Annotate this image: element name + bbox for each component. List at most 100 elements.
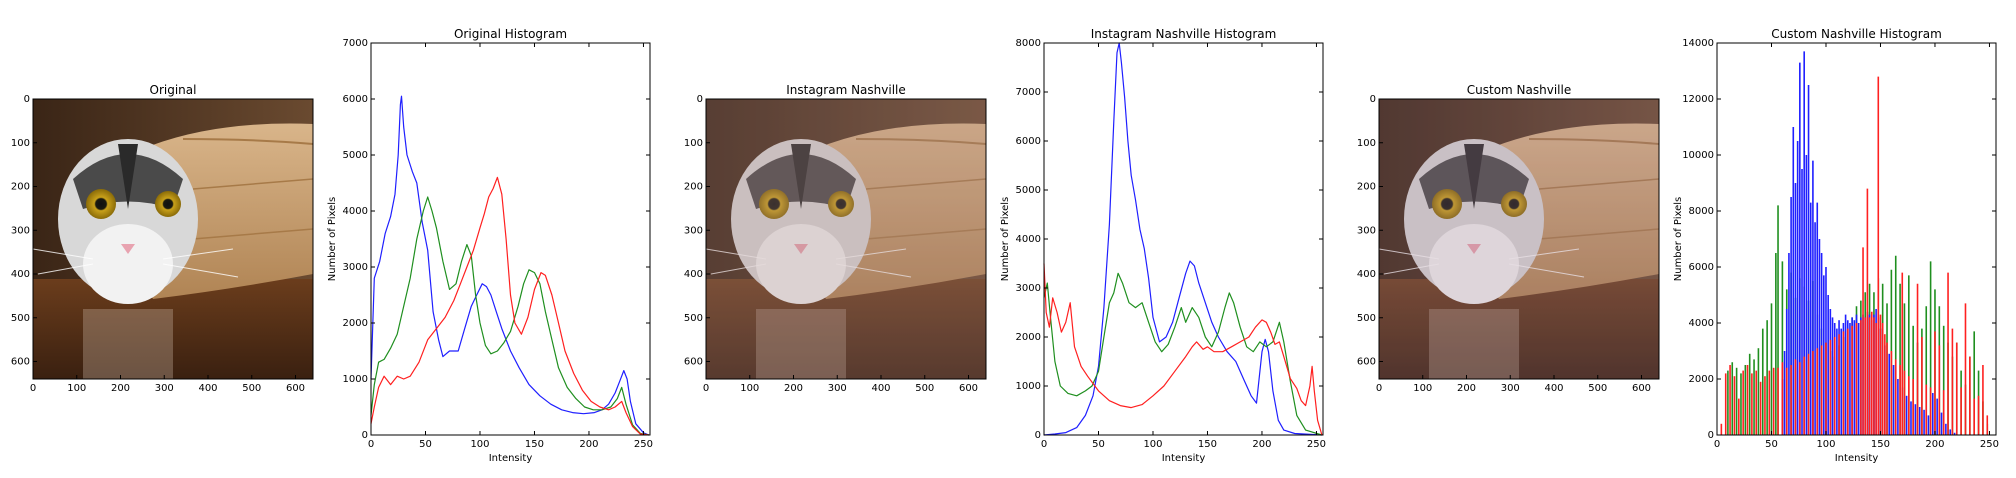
chart-3-x-axis-label: Intensity bbox=[1835, 453, 1879, 464]
chart-2-x-tick-label: 250 bbox=[1307, 439, 1326, 450]
chart-1-x-tick-label: 150 bbox=[525, 439, 544, 450]
chart-3-y-tick-label: 4000 bbox=[1689, 318, 1714, 329]
image-y-tick-label-instagram-nashville: 300 bbox=[684, 225, 703, 236]
image-x-tick-label-original: 200 bbox=[111, 383, 130, 394]
image-y-tick-label-custom-nashville: 0 bbox=[1370, 94, 1376, 105]
image-x-tick-label-instagram-nashville: 0 bbox=[703, 383, 709, 394]
chart-2-x-tick-label: 200 bbox=[1252, 439, 1271, 450]
chart-1-y-tick-label: 1000 bbox=[343, 374, 368, 385]
image-title-instagram-nashville: Instagram Nashville bbox=[786, 83, 906, 97]
chart-2-x-tick-label: 100 bbox=[1143, 439, 1162, 450]
chart-1-y-tick-label: 3000 bbox=[343, 262, 368, 273]
chart-3-y-tick-label: 6000 bbox=[1689, 262, 1714, 273]
chart-1-y-tick-label: 0 bbox=[362, 430, 368, 441]
chart-2-y-tick-label: 6000 bbox=[1016, 136, 1041, 147]
chart-3-y-tick-label: 12000 bbox=[1682, 94, 1714, 105]
image-x-tick-label-custom-nashville: 100 bbox=[1413, 383, 1432, 394]
image-x-tick-label-custom-nashville: 300 bbox=[1501, 383, 1520, 394]
image-x-tick-label-instagram-nashville: 200 bbox=[784, 383, 803, 394]
chart-1-title: Original Histogram bbox=[454, 27, 567, 41]
chart-1-y-tick-label: 4000 bbox=[343, 206, 368, 217]
chart-2-plot-area bbox=[1044, 43, 1323, 435]
chart-1-x-axis-label: Intensity bbox=[489, 453, 533, 464]
chart-1-y-tick-label: 2000 bbox=[343, 318, 368, 329]
image-x-tick-label-original: 600 bbox=[286, 383, 305, 394]
image-x-tick-label-instagram-nashville: 400 bbox=[871, 383, 890, 394]
chart-3-x-tick-label: 250 bbox=[1980, 439, 1999, 450]
chart-1-plot-area bbox=[371, 43, 650, 435]
chart-1-x-tick-label: 250 bbox=[634, 439, 653, 450]
image-y-tick-label-custom-nashville: 400 bbox=[1357, 269, 1376, 280]
chart-3-y-tick-label: 10000 bbox=[1682, 150, 1714, 161]
chart-3-y-tick-label: 0 bbox=[1708, 430, 1714, 441]
image-y-tick-label-original: 600 bbox=[11, 357, 30, 368]
chart-3-y-tick-label: 14000 bbox=[1682, 38, 1714, 49]
chart-3-x-tick-label: 100 bbox=[1816, 439, 1835, 450]
chart-1-x-tick-label: 200 bbox=[579, 439, 598, 450]
image-x-tick-label-original: 100 bbox=[67, 383, 86, 394]
photo-tint-cool-custom-nashville bbox=[1379, 99, 1659, 379]
image-y-tick-label-instagram-nashville: 400 bbox=[684, 269, 703, 280]
image-y-tick-label-original: 100 bbox=[11, 138, 30, 149]
chart-2-y-axis-label: Number of Pixels bbox=[1000, 197, 1011, 282]
chart-2-x-tick-label: 150 bbox=[1198, 439, 1217, 450]
chart-3-x-tick-label: 50 bbox=[1765, 439, 1778, 450]
chart-2-x-axis-label: Intensity bbox=[1162, 453, 1206, 464]
chart-3-y-tick-label: 8000 bbox=[1689, 206, 1714, 217]
chart-2-y-tick-label: 4000 bbox=[1016, 234, 1041, 245]
chart-1-y-tick-label: 6000 bbox=[343, 94, 368, 105]
chart-3-x-tick-label: 200 bbox=[1925, 439, 1944, 450]
chart-2-title: Instagram Nashville Histogram bbox=[1091, 27, 1277, 41]
image-x-tick-label-instagram-nashville: 500 bbox=[915, 383, 934, 394]
chart-3-y-axis-label: Number of Pixels bbox=[1673, 197, 1684, 282]
image-y-tick-label-custom-nashville: 500 bbox=[1357, 313, 1376, 324]
chart-1-x-tick-label: 0 bbox=[368, 439, 374, 450]
chart-2-y-tick-label: 5000 bbox=[1016, 185, 1041, 196]
chart-3-title: Custom Nashville Histogram bbox=[1771, 27, 1942, 41]
chart-1-y-tick-label: 5000 bbox=[343, 150, 368, 161]
image-y-tick-label-custom-nashville: 200 bbox=[1357, 182, 1376, 193]
chart-1-y-tick-label: 7000 bbox=[343, 38, 368, 49]
chart-3-y-tick-label: 2000 bbox=[1689, 374, 1714, 385]
chart-3-x-tick-label: 0 bbox=[1714, 439, 1720, 450]
image-y-tick-label-custom-nashville: 300 bbox=[1357, 225, 1376, 236]
chart-1-x-tick-label: 50 bbox=[419, 439, 432, 450]
image-y-tick-label-custom-nashville: 100 bbox=[1357, 138, 1376, 149]
image-y-tick-label-instagram-nashville: 100 bbox=[684, 138, 703, 149]
image-x-tick-label-original: 0 bbox=[30, 383, 36, 394]
image-x-tick-label-instagram-nashville: 600 bbox=[959, 383, 978, 394]
image-x-tick-label-custom-nashville: 400 bbox=[1544, 383, 1563, 394]
chart-2-y-tick-label: 0 bbox=[1035, 430, 1041, 441]
chart-2-x-tick-label: 50 bbox=[1092, 439, 1105, 450]
chart-2-y-tick-label: 8000 bbox=[1016, 38, 1041, 49]
image-x-tick-label-original: 300 bbox=[155, 383, 174, 394]
image-x-tick-label-custom-nashville: 0 bbox=[1376, 383, 1382, 394]
photo-tint-cool-instagram-nashville bbox=[706, 99, 986, 379]
chart-2-y-tick-label: 3000 bbox=[1016, 283, 1041, 294]
image-title-custom-nashville: Custom Nashville bbox=[1467, 83, 1571, 97]
image-y-tick-label-original: 200 bbox=[11, 182, 30, 193]
image-x-tick-label-custom-nashville: 600 bbox=[1632, 383, 1651, 394]
chart-2-y-tick-label: 2000 bbox=[1016, 332, 1041, 343]
image-y-tick-label-original: 400 bbox=[11, 269, 30, 280]
image-y-tick-label-original: 0 bbox=[24, 94, 30, 105]
chart-1-x-tick-label: 100 bbox=[470, 439, 489, 450]
cat-photo-original bbox=[33, 99, 313, 379]
image-x-tick-label-original: 500 bbox=[242, 383, 261, 394]
chart-2-y-tick-label: 1000 bbox=[1016, 381, 1041, 392]
chart-3-x-tick-label: 150 bbox=[1871, 439, 1890, 450]
image-y-tick-label-custom-nashville: 600 bbox=[1357, 357, 1376, 368]
chart-2-x-tick-label: 0 bbox=[1041, 439, 1047, 450]
image-x-tick-label-original: 400 bbox=[198, 383, 217, 394]
image-title-original: Original bbox=[150, 83, 197, 97]
image-x-tick-label-custom-nashville: 500 bbox=[1588, 383, 1607, 394]
image-y-tick-label-instagram-nashville: 200 bbox=[684, 182, 703, 193]
chart-1-y-axis-label: Number of Pixels bbox=[327, 197, 338, 282]
image-y-tick-label-original: 300 bbox=[11, 225, 30, 236]
chart-2-y-tick-label: 7000 bbox=[1016, 87, 1041, 98]
image-x-tick-label-instagram-nashville: 100 bbox=[740, 383, 759, 394]
image-x-tick-label-instagram-nashville: 300 bbox=[828, 383, 847, 394]
image-x-tick-label-custom-nashville: 200 bbox=[1457, 383, 1476, 394]
image-y-tick-label-original: 500 bbox=[11, 313, 30, 324]
